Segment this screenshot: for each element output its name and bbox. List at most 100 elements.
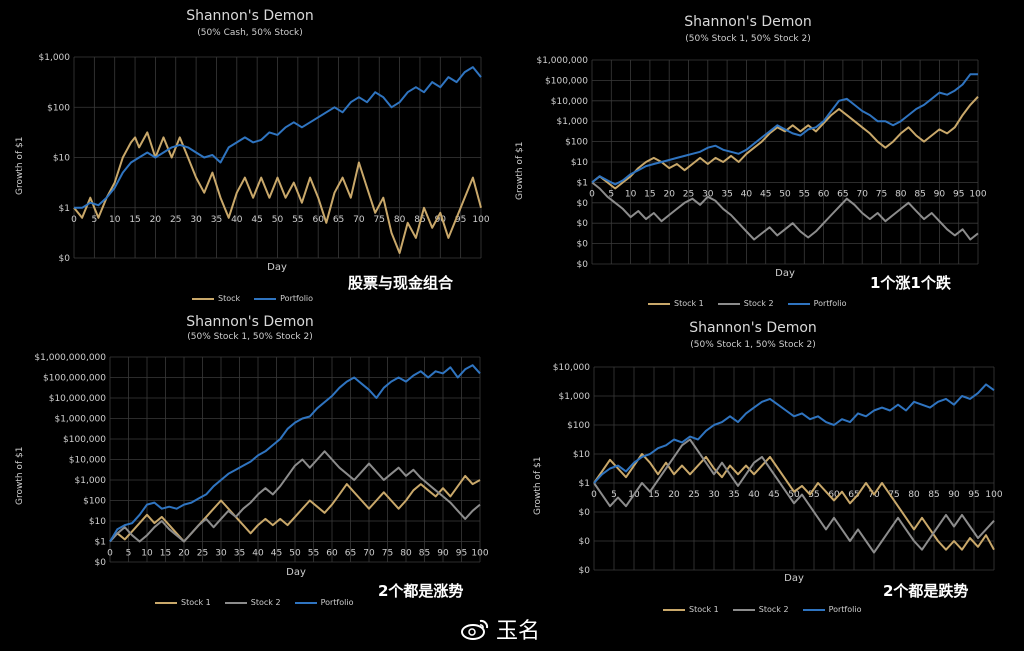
x-tick-label: 35 [211,215,222,225]
x-tick-label: 75 [374,215,385,225]
chart-subtitle: (50% Cash, 50% Stock) [197,28,303,38]
y-tick-label: $1,000,000 [54,415,106,425]
x-tick-label: 80 [908,490,920,500]
x-tick-label: 75 [888,490,899,500]
legend-item-stock: Stock [192,294,240,303]
x-tick-label: 5 [611,490,617,500]
chart-plot-2: $0 $0 $0 $0 $1 $10 $100 $1,000 $10,000 $100,000 $1… [536,56,986,270]
x-tick-label: 65 [848,490,859,500]
x-tick-label: 40 [252,549,264,559]
y-tick-label: $10,000 [69,456,106,466]
x-tick-label: 15 [129,215,140,225]
series-line-stock-1 [593,453,995,551]
x-tick-label: 80 [400,549,412,559]
chart-plot-1: $0 $1 $10 $100 $1,000 0 5 10 15 20 25 30 35 40 45 50 55 6… [39,53,490,264]
chart-title: Shannon's Demon [689,320,817,336]
y-tick-label: $10,000 [551,97,588,107]
x-tick-label: 90 [948,490,960,500]
y-tick-label: $10 [573,450,590,460]
chart-subtitle: (50% Stock 1, 50% Stock 2) [187,332,313,342]
y-tick-label: $0 [577,240,589,250]
weibo-logo-icon [461,619,489,640]
x-tick-label: 15 [648,490,659,500]
chart-caption: 2个都是涨势 [378,582,464,600]
y-tick-label: $1,000,000 [536,56,588,66]
x-tick-label: 85 [914,189,925,199]
y-tick-label: $0 [577,260,589,270]
x-tick-label: 90 [435,215,447,225]
x-tick-label: 95 [953,189,964,199]
chart-legend: Stock 1 Stock 2 Portfolio [648,299,846,308]
chart-legend: Stock Portfolio [192,294,313,303]
x-tick-label: 25 [688,490,699,500]
x-tick-label: 100 [472,215,489,225]
x-tick-label: 60 [326,549,338,559]
x-tick-label: 5 [91,215,97,225]
x-tick-label: 70 [856,189,868,199]
series-line-portfolio [593,383,995,484]
weibo-watermark: 玉名 [460,613,540,645]
x-tick-label: 95 [456,549,467,559]
y-tick-label: $0 [579,537,591,547]
chart-legend: Stock 1 Stock 2 Portfolio [155,598,353,607]
x-tick-label: 30 [215,549,227,559]
series-line-portfolio [74,66,482,209]
chart-panel-2: Shannon's Demon (50% Stock 1, 50% Stock … [508,0,1024,310]
legend-item-stock-1: Stock 1 [648,299,704,308]
x-tick-label: 15 [160,549,171,559]
y-tick-label: $10 [571,158,588,168]
x-tick-label: 65 [345,549,356,559]
x-tick-label: 25 [170,215,181,225]
x-axis-label: Day [775,268,795,279]
legend-item-portfolio: Portfolio [294,598,353,607]
chart-caption: 股票与现金组合 [348,274,454,292]
y-tick-label: $0 [95,558,107,568]
x-tick-label: 45 [251,215,262,225]
y-tick-label: $1,000 [559,392,591,402]
y-tick-label: $100 [47,103,70,113]
x-tick-label: 75 [876,189,887,199]
x-tick-label: 80 [394,215,406,225]
legend-label: Portfolio [813,299,847,308]
x-tick-label: 60 [828,490,840,500]
x-tick-label: 0 [591,490,597,500]
x-tick-label: 15 [644,189,655,199]
y-tick-label: $0 [577,219,589,229]
y-tick-label: $1 [95,538,106,548]
x-tick-label: 55 [799,189,810,199]
x-tick-label: 30 [702,189,714,199]
y-tick-label: $1 [579,479,590,489]
x-tick-label: 30 [708,490,720,500]
series-line-stock-2 [591,181,979,241]
y-tick-label: $10,000,000 [49,394,107,404]
x-tick-label: 100 [985,490,1002,500]
x-tick-label: 0 [71,215,77,225]
x-tick-label: 65 [333,215,344,225]
x-tick-label: 100 [969,189,986,199]
x-tick-label: 55 [308,549,319,559]
x-tick-label: 50 [788,490,800,500]
x-tick-label: 60 [818,189,830,199]
x-axis-label: Day [286,567,306,578]
x-tick-label: 40 [231,215,243,225]
x-axis-label: Day [784,573,804,584]
x-tick-label: 65 [837,189,848,199]
legend-label: Stock 2 [250,598,281,607]
x-tick-label: 55 [808,490,819,500]
legend-item-portfolio: Portfolio [802,605,861,614]
y-tick-label: $1 [577,178,588,188]
chart-panel-3: Shannon's Demon (50% Stock 1, 50% Stock … [0,310,500,610]
x-tick-label: 50 [289,549,301,559]
legend-label: Portfolio [280,294,314,303]
series-line-stock [73,131,482,254]
y-tick-label: $100 [83,497,106,507]
y-tick-label: $1 [59,204,70,214]
x-tick-label: 35 [234,549,245,559]
legend-label: Stock 1 [689,605,719,614]
legend-item-stock-2: Stock 2 [717,299,774,308]
legend-item-stock-1: Stock 1 [663,605,719,614]
chart-title: Shannon's Demon [186,314,314,330]
x-tick-label: 25 [197,549,208,559]
x-tick-label: 70 [363,549,375,559]
x-tick-label: 60 [312,215,324,225]
